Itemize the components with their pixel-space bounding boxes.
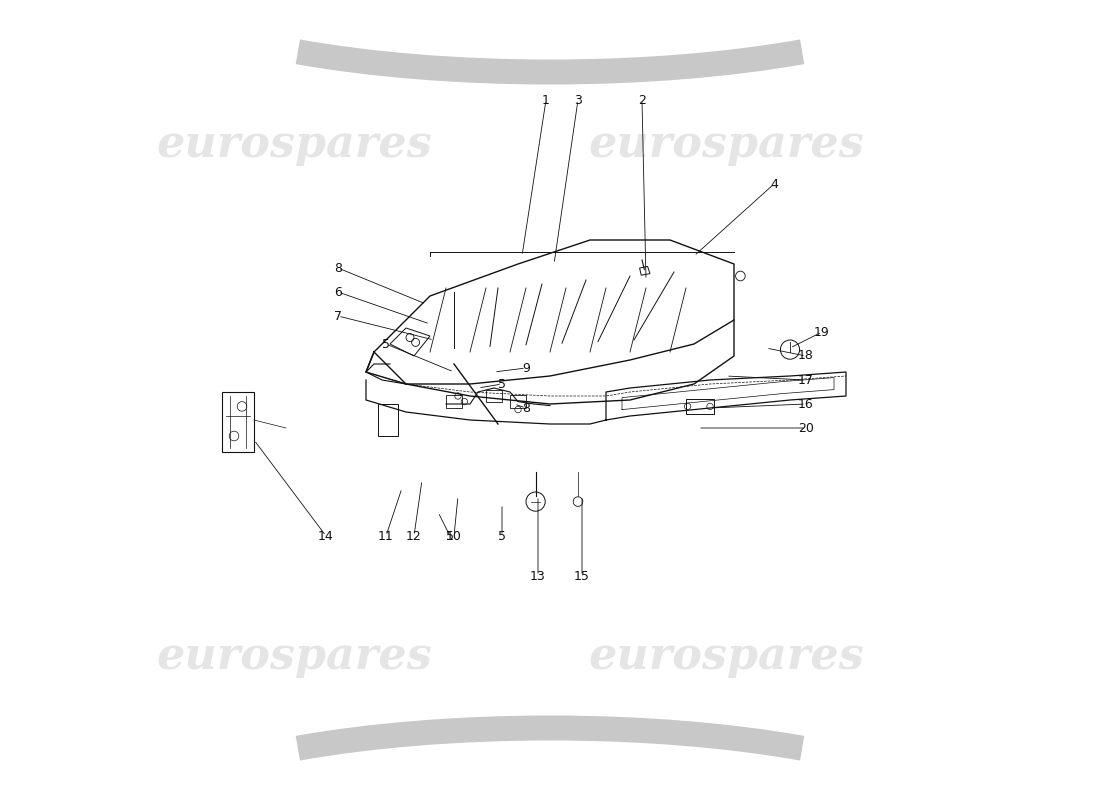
Text: 5: 5: [382, 338, 390, 350]
Text: 18: 18: [799, 350, 814, 362]
Text: eurospares: eurospares: [156, 634, 432, 678]
Text: 20: 20: [799, 422, 814, 434]
Text: 9: 9: [522, 362, 530, 374]
Text: 13: 13: [530, 570, 546, 582]
Text: eurospares: eurospares: [156, 122, 432, 166]
Text: 5: 5: [446, 530, 454, 542]
Bar: [510, 395, 526, 408]
Text: eurospares: eurospares: [588, 634, 864, 678]
Text: 4: 4: [770, 178, 778, 190]
Text: 6: 6: [334, 286, 342, 298]
Bar: [486, 390, 502, 402]
Text: 15: 15: [574, 570, 590, 582]
Text: 10: 10: [447, 530, 462, 542]
Bar: [378, 404, 398, 436]
Text: 8: 8: [334, 262, 342, 274]
Text: 11: 11: [378, 530, 394, 542]
Text: 7: 7: [334, 310, 342, 322]
Text: 17: 17: [799, 374, 814, 386]
Bar: [686, 399, 714, 414]
Bar: [446, 395, 462, 408]
Text: 5: 5: [498, 530, 506, 542]
Text: 3: 3: [574, 94, 582, 106]
Text: 1: 1: [542, 94, 550, 106]
Text: 12: 12: [406, 530, 422, 542]
Text: 16: 16: [799, 398, 814, 410]
Text: eurospares: eurospares: [588, 122, 864, 166]
Text: 19: 19: [814, 326, 829, 338]
Text: 5: 5: [498, 378, 506, 390]
Text: 14: 14: [318, 530, 334, 542]
Text: 2: 2: [638, 94, 646, 106]
Text: 8: 8: [522, 402, 530, 414]
Bar: [222, 392, 254, 452]
